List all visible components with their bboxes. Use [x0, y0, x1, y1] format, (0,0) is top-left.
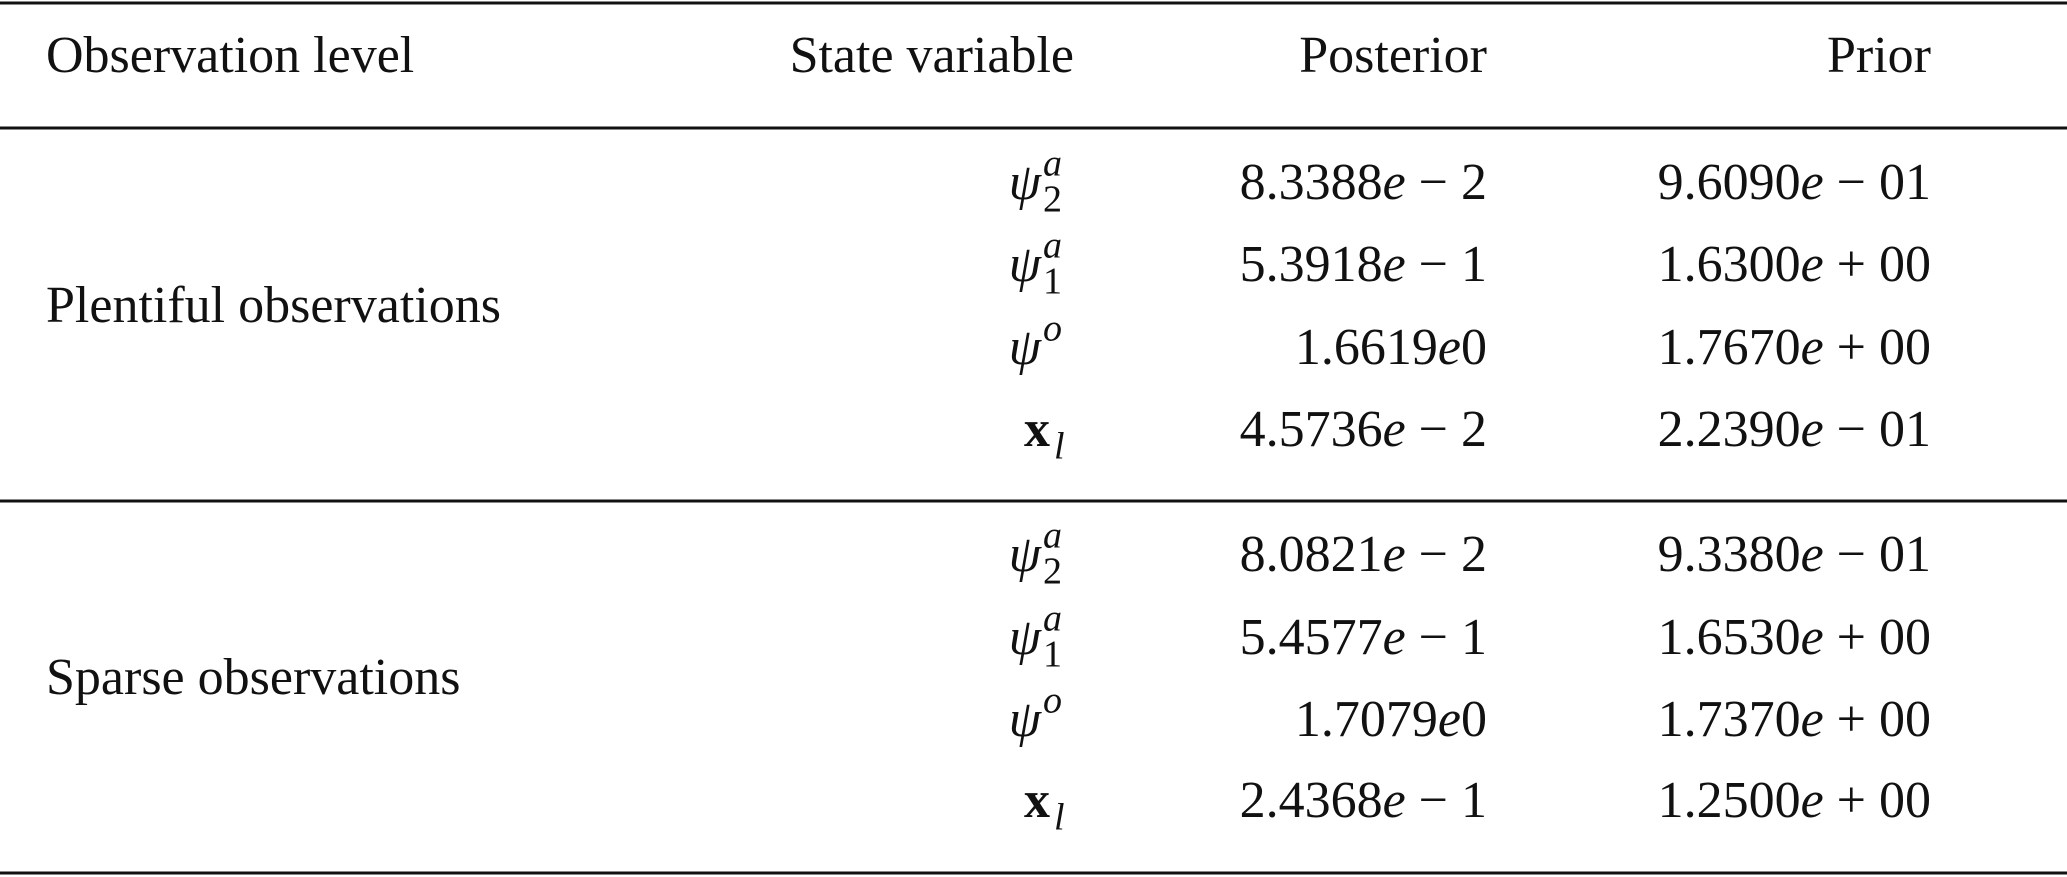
variable-superscript: a [1043, 143, 1062, 185]
number-cell: 8.0821e − 2 [1240, 526, 1487, 583]
variable-superscript: a [1043, 225, 1062, 267]
variable-base: x [1024, 401, 1050, 458]
number-cell: 1.7670e + 00 [1658, 319, 1931, 376]
header-cell: Prior [1827, 27, 1931, 84]
number-cell: 5.4577e − 1 [1240, 609, 1487, 666]
variable-base: ψ [1009, 609, 1043, 666]
variable-base: ψ [1009, 526, 1043, 583]
variable-base: ψ [1009, 319, 1043, 376]
number-cell: 5.3918e − 1 [1240, 236, 1487, 293]
number-cell: 1.7079e0 [1295, 691, 1487, 748]
variable-base: ψ [1009, 691, 1043, 748]
group-label: Plentiful observations [46, 277, 501, 334]
number-cell: 1.2500e + 00 [1658, 772, 1931, 829]
header-cell: State variable [790, 27, 1074, 84]
number-cell: 4.5736e − 2 [1240, 401, 1487, 458]
variable-base: ψ [1009, 154, 1043, 211]
header-cell: Posterior [1299, 27, 1487, 84]
number-cell: 8.3388e − 2 [1240, 154, 1487, 211]
variable-subscript: l [1054, 797, 1065, 839]
variable-subscript: 2 [1043, 179, 1062, 221]
variable-superscript: a [1043, 515, 1062, 557]
variable-subscript: l [1054, 426, 1065, 468]
variable-subscript: 1 [1043, 261, 1062, 303]
number-cell: 2.4368e − 1 [1240, 772, 1487, 829]
number-cell: 1.7370e + 00 [1658, 691, 1931, 748]
variable-subscript: 1 [1043, 634, 1062, 676]
number-cell: 9.6090e − 01 [1658, 154, 1931, 211]
variable-base: x [1024, 772, 1050, 829]
variable-base: ψ [1009, 236, 1043, 293]
number-cell: 1.6300e + 00 [1658, 236, 1931, 293]
header-cell: Observation level [46, 27, 414, 84]
number-cell: 2.2390e − 01 [1658, 401, 1931, 458]
variable-superscript: a [1043, 598, 1062, 640]
variable-superscript: o [1043, 680, 1062, 722]
number-cell: 1.6619e0 [1295, 319, 1487, 376]
group-label: Sparse observations [46, 649, 460, 706]
number-cell: 1.6530e + 00 [1658, 609, 1931, 666]
variable-superscript: o [1043, 308, 1062, 350]
variable-subscript: 2 [1043, 551, 1062, 593]
number-cell: 9.3380e − 01 [1658, 526, 1931, 583]
